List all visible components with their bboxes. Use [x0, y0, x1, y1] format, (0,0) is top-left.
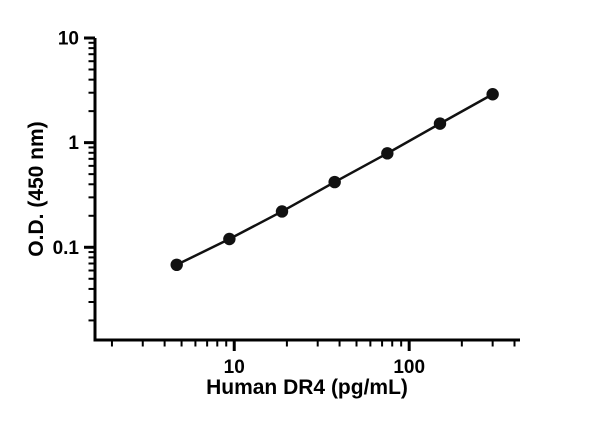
y-tick-label: 1 — [68, 133, 79, 154]
data-point — [275, 205, 289, 218]
x-axis-title: Human DR4 (pg/mL) — [206, 376, 408, 399]
y-axis-title: O.D. (450 nm) — [25, 121, 48, 257]
data-point — [223, 232, 236, 246]
y-tick-label: 10 — [58, 29, 79, 50]
x-tick-label: 10 — [224, 357, 245, 378]
data-point — [486, 88, 499, 101]
data-point — [381, 147, 394, 160]
x-tick-label: 100 — [393, 357, 425, 378]
data-point — [433, 117, 447, 130]
data-point — [170, 258, 183, 272]
data-point — [328, 175, 341, 189]
y-tick-label: 0.1 — [53, 238, 80, 259]
